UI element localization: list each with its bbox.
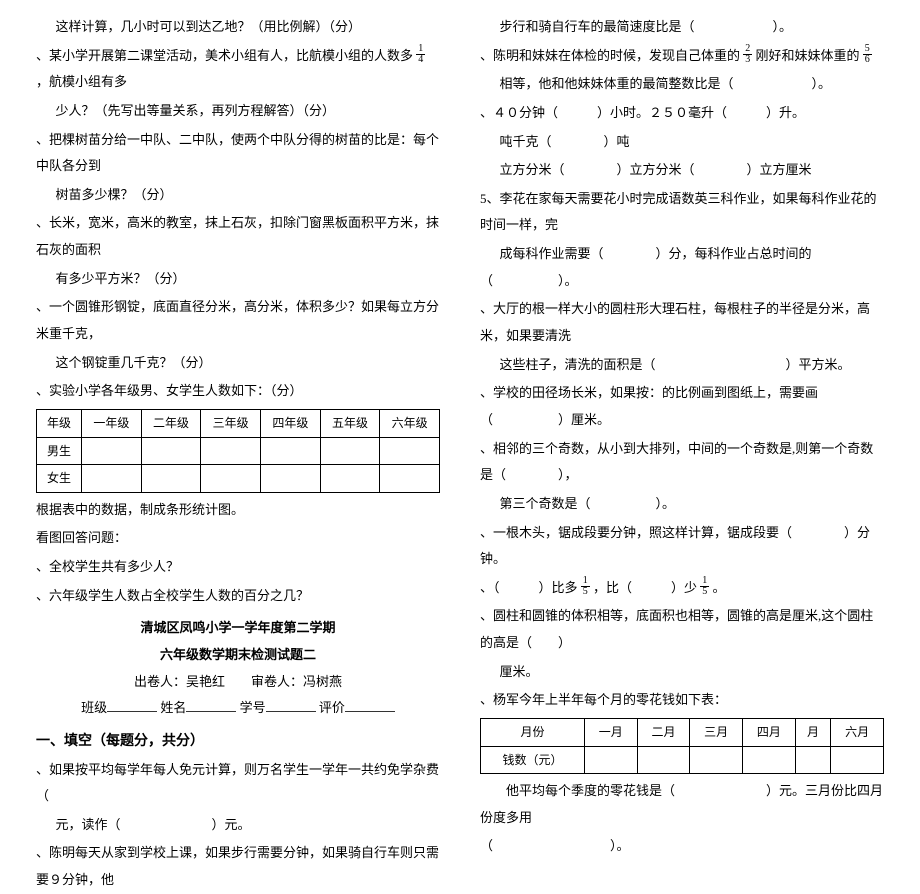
text: 。	[713, 580, 726, 595]
money-table: 月份 一月 二月 三月 四月 月 六月 钱数（元）	[480, 718, 884, 774]
q-track: 、学校的田径场长米，如果按：的比例画到图纸上，需要画（ ）厘米。	[480, 380, 884, 433]
th: 一月	[584, 719, 637, 747]
table-row: 年级 一年级 二年级 三年级 四年级 五年级 六年级	[37, 409, 440, 437]
q-pillar: 、大厅的根一样大小的圆柱形大理石柱，每根柱子的半径是分米，高米，如果要清洗	[480, 296, 884, 349]
fraction-1-5a: 15	[581, 576, 590, 597]
q-chart-q: 看图回答问题：	[36, 525, 440, 552]
q-walk-bike: 、陈明每天从家到学校上课，如果步行需要分钟，如果骑自行车则只需要９分钟，他	[36, 840, 440, 893]
q-cone: 、一个圆锥形钢锭，底面直径分米，高分米，体积多少？如果每立方分米重千克，	[36, 294, 440, 347]
q-proportion: 这样计算，几小时可以到达乙地？（用比例解）（分）	[36, 14, 440, 41]
paper-fields: 班级 姓名 学号 评价	[36, 695, 440, 722]
label-class: 班级	[81, 700, 107, 715]
cell: 钱数（元）	[481, 746, 585, 774]
q-total-students: 、全校学生共有多少人？	[36, 554, 440, 581]
q-pocket-money: 、杨军今年上半年每个月的零花钱如下表：	[480, 687, 884, 714]
q-avg-money-cont: （ ）。	[480, 833, 884, 860]
q-grade6-pct: 、六年级学生人数占全校学生人数的百分之几？	[36, 583, 440, 610]
q-trees-cont: 树苗多少棵？（分）	[36, 182, 440, 209]
cell: 女生	[37, 465, 82, 493]
blank-class[interactable]	[107, 699, 157, 712]
q-homework: 5、李花在家每天需要花小时完成语数英三科作业，如果每科作业花的时间一样，完	[480, 186, 884, 239]
q-speed-ratio: 步行和骑自行车的最简速度比是（ ）。	[480, 14, 884, 41]
th: 二月	[637, 719, 690, 747]
q-cylinder-cone-cont: 厘米。	[480, 659, 884, 686]
th: 一年级	[82, 409, 142, 437]
th: 四年级	[261, 409, 321, 437]
paper-title-2: 六年级数学期末检测试题二	[36, 642, 440, 669]
q-art-group-cont: 少人？（先写出等量关系，再列方程解答）（分）	[36, 98, 440, 125]
text: ，比（ ）少	[593, 580, 697, 595]
th: 三年级	[201, 409, 261, 437]
fraction-2-3: 23	[743, 44, 752, 65]
q-cylinder-cone: 、圆柱和圆锥的体积相等，底面积也相等，圆锥的高是厘米,这个圆柱的高是（ ）	[480, 603, 884, 656]
q-classroom-cont: 有多少平方米？（分）	[36, 266, 440, 293]
section-1-title: 一、填空（每题分，共分）	[36, 728, 440, 757]
cell: 男生	[37, 437, 82, 465]
q-table-intro: 、实验小学各年级男、女学生人数如下：（分）	[36, 378, 440, 405]
blank-name[interactable]	[186, 699, 236, 712]
q-avg-money: 他平均每个季度的零花钱是（ ）元。三月份比四月份度多用	[480, 778, 884, 831]
label-score: 评价	[319, 700, 345, 715]
table-row: 男生	[37, 437, 440, 465]
q-odd: 、相邻的三个奇数，从小到大排列，中间的一个奇数是,则第一个奇数是（ ），	[480, 436, 884, 489]
q-wood: 、一根木头，锯成段要分钟，照这样计算，锯成段要（ ）分钟。	[480, 520, 884, 573]
paper-author: 出卷人：吴艳红 审卷人：冯树燕	[36, 669, 440, 696]
th: 月份	[481, 719, 585, 747]
th: 五年级	[320, 409, 380, 437]
label-name: 姓名	[160, 700, 186, 715]
th: 二年级	[141, 409, 201, 437]
th: 六年级	[380, 409, 440, 437]
q-odd-cont: 第三个奇数是（ ）。	[480, 491, 884, 518]
q-minutes: 、４０分钟（ ）小时。２５０毫升（ ）升。	[480, 100, 884, 127]
fraction-5-6: 56	[863, 44, 872, 65]
table-row: 钱数（元）	[481, 746, 884, 774]
q-classroom: 、长米，宽米，高米的教室，抹上石灰，扣除门窗黑板面积平方米，抹石灰的面积	[36, 210, 440, 263]
q-pillar-cont: 这些柱子，清洗的面积是（ ）平方米。	[480, 352, 884, 379]
q-volume: 立方分米（ ）立方分米（ ）立方厘米	[480, 157, 884, 184]
q-cone-cont: 这个钢锭重几千克？（分）	[36, 350, 440, 377]
th: 年级	[37, 409, 82, 437]
table-row: 女生	[37, 465, 440, 493]
label-id: 学号	[240, 700, 266, 715]
q-chart-note: 根据表中的数据，制成条形统计图。	[36, 497, 440, 524]
q-trees: 、把棵树苗分给一中队、二中队，使两个中队分得的树苗的比是：每个中队各分到	[36, 127, 440, 180]
q-homework-cont: 成每科作业需要（ ）分，每科作业占总时间的（ ）。	[480, 241, 884, 294]
fraction-1-4: 14	[416, 44, 425, 65]
table-row: 月份 一月 二月 三月 四月 月 六月	[481, 719, 884, 747]
paper-title-1: 清城区凤鸣小学一学年度第二学期	[36, 615, 440, 642]
q-ton: 吨千克（ ）吨	[480, 129, 884, 156]
q-weight: 、陈明和妹妹在体检的时候，发现自己体重的 23 刚好和妹妹体重的 56	[480, 43, 884, 70]
text: 、（ ）比多	[480, 580, 578, 595]
text: 、如果按平均每学年每人免元计算，则万名学生一学年一共约免学杂费（	[36, 762, 439, 804]
grade-table: 年级 一年级 二年级 三年级 四年级 五年级 六年级 男生 女生	[36, 409, 440, 493]
th: 四月	[742, 719, 795, 747]
th: 六月	[831, 719, 884, 747]
q-compare: 、（ ）比多 15 ，比（ ）少 15 。	[480, 575, 884, 602]
q-art-group: 、某小学开展第二课堂活动，美术小组有人，比航模小组的人数多 14 ，航模小组有多	[36, 43, 440, 96]
q-fee: 、如果按平均每学年每人免元计算，则万名学生一学年一共约免学杂费（	[36, 757, 440, 810]
text: 、某小学开展第二课堂活动，美术小组有人，比航模小组的人数多	[36, 48, 413, 63]
th: 月	[795, 719, 831, 747]
blank-id[interactable]	[266, 699, 316, 712]
q-weight-cont: 相等，他和他妹妹体重的最简整数比是（ ）。	[480, 71, 884, 98]
text: ，航模小组有多	[36, 74, 127, 89]
blank-score[interactable]	[345, 699, 395, 712]
th: 三月	[690, 719, 743, 747]
q-fee-cont: 元，读作（ ）元。	[36, 812, 440, 839]
text: 刚好和妹妹体重的	[756, 48, 860, 63]
fraction-1-5b: 15	[700, 576, 709, 597]
text: 、陈明和妹妹在体检的时候，发现自己体重的	[480, 48, 740, 63]
